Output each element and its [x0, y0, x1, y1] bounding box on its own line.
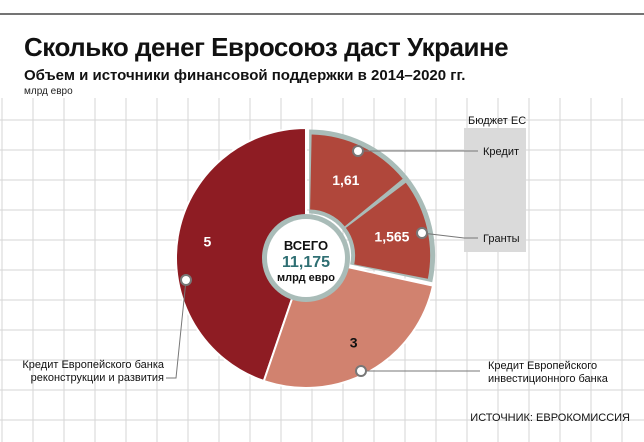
callout-ebrd: Кредит Европейского банка реконструкции и… — [22, 359, 164, 384]
center-total: ВСЕГО 11,175 млрд евро — [277, 238, 335, 284]
value-labels: 1,61 1,565 3 5 — [203, 172, 409, 351]
unit-label: млрд евро — [24, 86, 73, 97]
budget-label: Бюджет ЕС — [468, 115, 526, 127]
value-label-ebrd: 5 — [203, 234, 211, 250]
value-label-credit: 1,61 — [332, 172, 359, 188]
callout-eib: Кредит Европейского инвестиционного банка — [488, 360, 609, 385]
chart-subtitle: Объем и источники финансовой поддержки в… — [24, 67, 466, 84]
inner-ring — [262, 214, 350, 302]
callout-credit: Кредит — [483, 146, 519, 158]
donut-slices — [175, 126, 436, 389]
callout-grants: Гранты — [483, 233, 520, 245]
value-label-grants: 1,565 — [374, 228, 409, 244]
leader-line-ebrd — [166, 279, 187, 379]
slice-grants — [345, 182, 431, 279]
leader-dot-credit — [352, 145, 364, 157]
center-total-value: 11,175 — [282, 254, 330, 271]
chart-title: Сколько денег Евросоюз даст Украине — [24, 32, 509, 62]
leader-dot-ebrd — [180, 274, 192, 286]
center-total-unit: млрд евро — [277, 272, 335, 284]
leader-lines — [166, 145, 480, 379]
value-label-eib: 3 — [350, 335, 358, 351]
slice-credit — [310, 134, 403, 227]
leader-line-grants — [421, 232, 478, 239]
callout-labels: Кредит Гранты Кредит Европейского инвестици… — [22, 146, 608, 385]
budget-box — [464, 128, 526, 252]
center-hole — [267, 219, 345, 297]
leader-dot-grants — [416, 227, 428, 239]
center-total-label: ВСЕГО — [284, 238, 328, 253]
leader-dot-eib — [355, 365, 367, 377]
source-note: ИСТОЧНИК: ЕВРОКОМИССИЯ — [470, 412, 630, 424]
